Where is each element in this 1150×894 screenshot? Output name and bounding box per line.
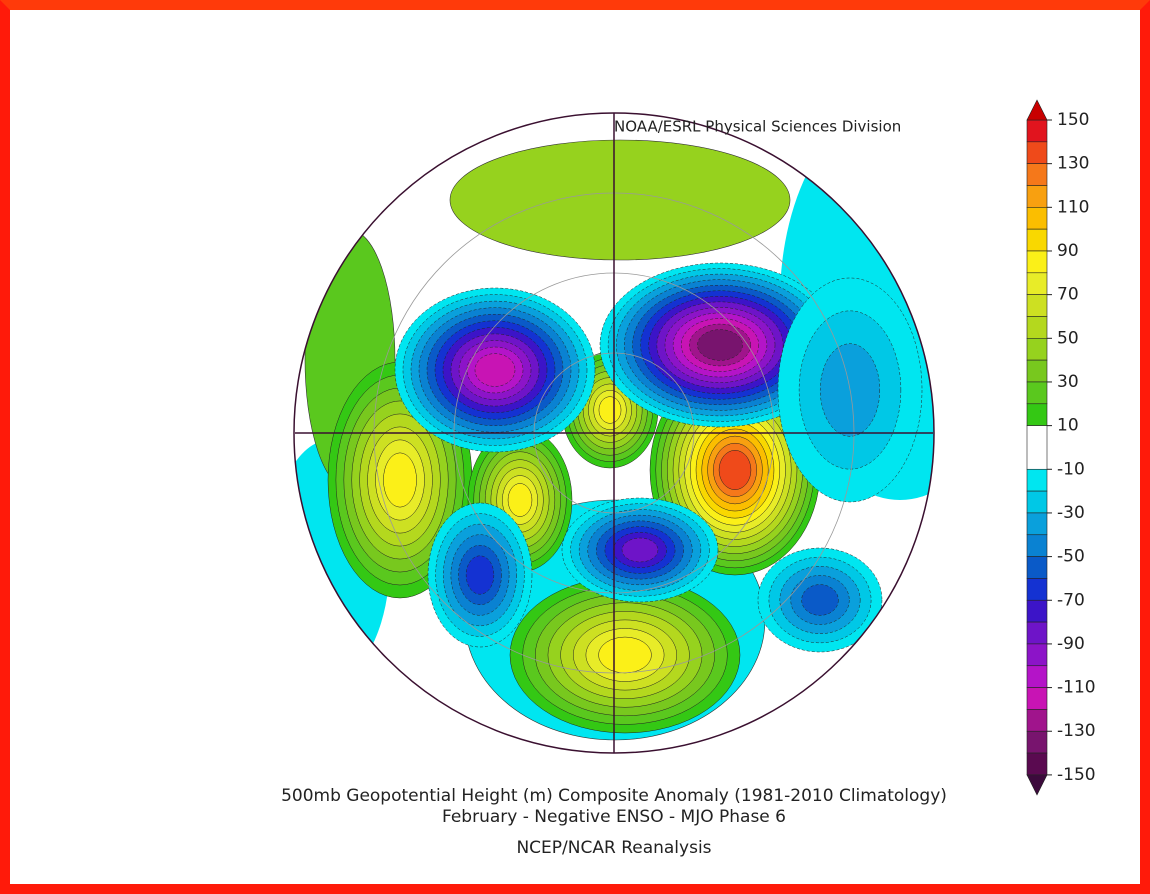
anomaly-field: [294, 113, 934, 741]
anomaly-patch: [449, 139, 791, 261]
anomaly-contour: [697, 329, 743, 361]
colorbar-swatch: [1026, 141, 1048, 164]
anomaly-contour: [598, 636, 652, 674]
colorbar-swatch: [1026, 359, 1048, 383]
colorbar-swatch: [1026, 337, 1048, 361]
map-title: 500mb Geopotential Height (m) Composite …: [281, 786, 947, 806]
colorbar-swatch: [1026, 599, 1048, 623]
colorbar-swatch: [1026, 163, 1048, 186]
colorbar-label: -70: [1057, 590, 1085, 610]
colorbar: 150 130 110 90 70 50 30 10 -10 -30 -50 -70 -90 -110 -1…: [1026, 99, 1096, 796]
colorbar-swatch: [1026, 534, 1048, 557]
colorbar-swatch: [1026, 709, 1048, 732]
colorbar-swatch: [1026, 425, 1048, 470]
colorbar-swatch: [1026, 316, 1048, 339]
colorbar-label: 110: [1057, 197, 1089, 217]
colorbar-swatch: [1026, 468, 1048, 492]
colorbar-swatch: [1026, 119, 1048, 143]
colorbar-label: -150: [1057, 765, 1096, 785]
colorbar-label: 150: [1057, 110, 1089, 130]
colorbar-over: [1026, 99, 1048, 121]
anomaly-contour: [598, 396, 622, 424]
colorbar-label: 90: [1057, 241, 1079, 261]
colorbar-swatch: [1026, 752, 1048, 776]
colorbar-swatch: [1026, 665, 1048, 688]
colorbar-swatch: [1026, 643, 1048, 667]
colorbar-swatch: [1026, 207, 1048, 230]
colorbar-label: 30: [1057, 372, 1079, 392]
anomaly-contour: [465, 555, 495, 595]
colorbar-swatch: [1026, 403, 1048, 426]
anomaly-contour: [621, 537, 659, 563]
colorbar-label: 70: [1057, 285, 1079, 305]
anomaly-contour: [383, 452, 417, 508]
anomaly-contour: [718, 450, 752, 490]
colorbar-label: -10: [1057, 459, 1085, 479]
anomaly-contour: [801, 584, 839, 616]
colorbar-under: [1026, 774, 1048, 796]
colorbar-swatch: [1026, 185, 1048, 208]
colorbar-label: -50: [1057, 547, 1085, 567]
colorbar-label: 10: [1057, 416, 1079, 436]
anomaly-contour: [474, 353, 516, 387]
colorbar-swatch: [1026, 294, 1048, 317]
colorbar-label: -30: [1057, 503, 1085, 523]
globe-outline: [293, 112, 935, 754]
map-subtitle: February - Negative ENSO - MJO Phase 6: [442, 807, 786, 827]
colorbar-swatch: [1026, 272, 1048, 295]
colorbar-swatch: [1026, 730, 1048, 754]
colorbar-swatch: [1026, 490, 1048, 514]
colorbar-swatch: [1026, 578, 1048, 601]
colorbar-swatch: [1026, 250, 1048, 274]
colorbar-label: -110: [1057, 678, 1096, 698]
colorbar-swatch: [1026, 228, 1048, 252]
colorbar-swatch: [1026, 381, 1048, 405]
colorbar-label: -130: [1057, 721, 1096, 741]
colorbar-swatch: [1026, 512, 1048, 536]
colorbar-label: 50: [1057, 328, 1079, 348]
map-source: NCEP/NCAR Reanalysis: [516, 838, 711, 858]
colorbar-swatch: [1026, 687, 1048, 710]
colorbar-swatch: [1026, 621, 1048, 645]
colorbar-label: 130: [1057, 154, 1089, 174]
anomaly-contour: [507, 483, 533, 517]
colorbar-label: -90: [1057, 634, 1085, 654]
colorbar-swatch: [1026, 556, 1048, 579]
credit: NOAA/ESRL Physical Sciences Division: [614, 118, 901, 136]
